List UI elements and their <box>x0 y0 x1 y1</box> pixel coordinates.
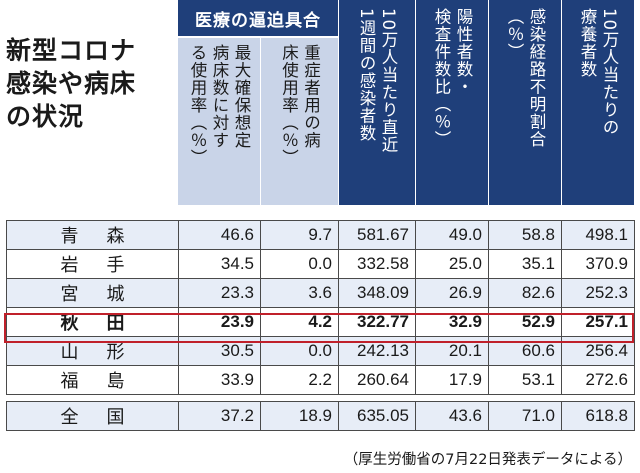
column-header-unknown-route: 感染経路不明割合 （％） <box>489 0 561 205</box>
table-cell: 49.0 <box>415 220 489 250</box>
table-cell: 256.4 <box>561 336 635 366</box>
table-cell: 35.1 <box>488 249 562 279</box>
table-cell: 26.9 <box>415 278 489 308</box>
column-header-positivity-rate-text: 陽性者数・ 検査件数比（％） <box>432 8 473 148</box>
table-row-national: 全国 37.2 18.9 635.05 43.6 71.0 618.8 <box>6 401 635 431</box>
column-header-weekly-cases: 10万人当たり直近 1週間の感染者数 <box>339 0 415 205</box>
column-header-unknown-route-text: 感染経路不明割合 （％） <box>505 8 546 148</box>
table-cell: 4.2 <box>260 307 339 337</box>
pref-name: 岩手 <box>6 249 179 279</box>
table-cell: 25.0 <box>415 249 489 279</box>
table-cell: 260.64 <box>338 365 416 395</box>
table-cell: 2.2 <box>260 365 339 395</box>
table-cell: 37.2 <box>178 401 261 431</box>
title-line-3: の状況 <box>6 102 85 131</box>
table-cell: 322.77 <box>338 307 416 337</box>
table-cell: 53.1 <box>488 365 562 395</box>
column-header-severe-bed-usage: 重症者用の病 床使用率（％） <box>261 38 338 205</box>
table-cell: 581.67 <box>338 220 416 250</box>
table-row-aomori: 青森 46.6 9.7 581.67 49.0 58.8 498.1 <box>6 220 635 250</box>
table-cell: 17.9 <box>415 365 489 395</box>
header-group-label: 医療の逼迫具合 <box>178 0 338 36</box>
table-cell: 498.1 <box>561 220 635 250</box>
title-line-2: 感染や病床 <box>6 69 137 98</box>
table-cell: 18.9 <box>260 401 339 431</box>
table-cell: 0.0 <box>260 249 339 279</box>
table-cell: 618.8 <box>561 401 635 431</box>
table-row-miyagi: 宮城 23.3 3.6 348.09 26.9 82.6 252.3 <box>6 278 635 308</box>
pref-name: 山形 <box>6 336 179 366</box>
pref-name: 秋田 <box>6 307 179 337</box>
column-header-bed-usage-text: 最大確保想定 病床数に対す る使用率（％） <box>188 44 251 167</box>
column-header-patients-in-care-text: 10万人当たりの 療養者数 <box>578 8 619 136</box>
table-cell: 82.6 <box>488 278 562 308</box>
table-cell: 30.5 <box>178 336 261 366</box>
header-divider <box>260 38 261 205</box>
table-cell: 252.3 <box>561 278 635 308</box>
gap-cell <box>7 395 635 402</box>
table-cell: 32.9 <box>415 307 489 337</box>
table-cell: 257.1 <box>561 307 635 337</box>
table-cell: 60.6 <box>488 336 562 366</box>
table-row-fukushima: 福島 33.9 2.2 260.64 17.9 53.1 272.6 <box>6 365 635 395</box>
chart-title: 新型コロナ 感染や病床 の状況 <box>6 34 174 133</box>
title-line-1: 新型コロナ <box>6 36 137 65</box>
data-table: 青森 46.6 9.7 581.67 49.0 58.8 498.1 岩手 34… <box>6 220 635 431</box>
table-cell: 23.9 <box>178 307 261 337</box>
table-cell: 3.6 <box>260 278 339 308</box>
pref-name: 福島 <box>6 365 179 395</box>
column-header-severe-bed-usage-text: 重症者用の病 床使用率（％） <box>279 44 321 167</box>
table-row-iwate: 岩手 34.5 0.0 332.58 25.0 35.1 370.9 <box>6 249 635 279</box>
pref-name: 青森 <box>6 220 179 250</box>
pref-name: 全国 <box>6 401 179 431</box>
table-cell: 0.0 <box>260 336 339 366</box>
table-cell: 43.6 <box>415 401 489 431</box>
table-cell: 635.05 <box>338 401 416 431</box>
table-cell: 52.9 <box>488 307 562 337</box>
table-cell: 71.0 <box>488 401 562 431</box>
table-cell: 272.6 <box>561 365 635 395</box>
column-header-patients-in-care: 10万人当たりの 療養者数 <box>562 0 634 205</box>
column-header-weekly-cases-text: 10万人当たり直近 1週間の感染者数 <box>357 8 398 154</box>
pref-name: 宮城 <box>6 278 179 308</box>
table-cell: 348.09 <box>338 278 416 308</box>
source-note: （厚生労働省の7月22日発表データによる） <box>343 452 632 468</box>
column-header-positivity-rate: 陽性者数・ 検査件数比（％） <box>416 0 488 205</box>
table-cell: 9.7 <box>260 220 339 250</box>
table-cell: 242.13 <box>338 336 416 366</box>
table-cell: 23.3 <box>178 278 261 308</box>
table-cell: 46.6 <box>178 220 261 250</box>
column-header-bed-usage: 最大確保想定 病床数に対す る使用率（％） <box>178 38 260 205</box>
table-cell: 332.58 <box>338 249 416 279</box>
table-cell: 33.9 <box>178 365 261 395</box>
table-cell: 370.9 <box>561 249 635 279</box>
table-row-yamagata: 山形 30.5 0.0 242.13 20.1 60.6 256.4 <box>6 336 635 366</box>
table-gap-row <box>7 395 635 402</box>
table-cell: 58.8 <box>488 220 562 250</box>
table-row-akita: 秋田 23.9 4.2 322.77 32.9 52.9 257.1 <box>6 307 635 337</box>
table-cell: 34.5 <box>178 249 261 279</box>
table-cell: 20.1 <box>415 336 489 366</box>
